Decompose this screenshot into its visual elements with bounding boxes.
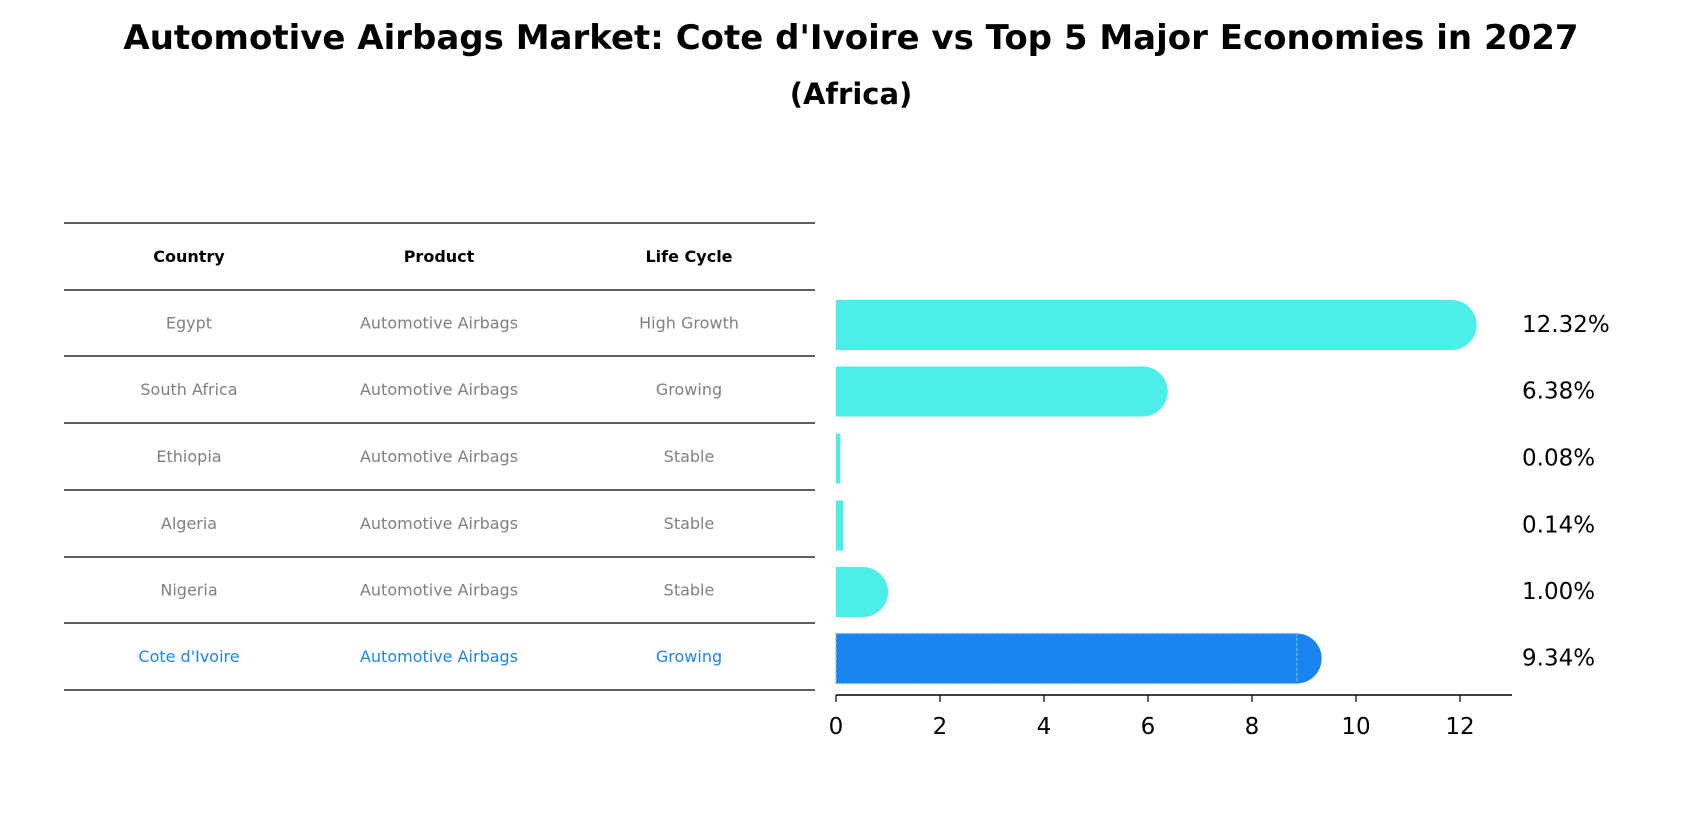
table-cell-country: Nigeria bbox=[160, 581, 217, 600]
bar-value-label: 0.14% bbox=[1522, 513, 1595, 539]
table-cell-country: Algeria bbox=[161, 514, 217, 533]
x-tick-label: 0 bbox=[829, 714, 844, 740]
bar bbox=[836, 433, 841, 484]
table-cell-life-cycle: Growing bbox=[656, 647, 722, 666]
table-cell-product: Automotive Airbags bbox=[360, 447, 518, 466]
x-tick-label: 12 bbox=[1445, 714, 1474, 740]
x-tick-label: 6 bbox=[1141, 714, 1156, 740]
table-cell-product: Automotive Airbags bbox=[360, 514, 518, 533]
bar bbox=[836, 633, 1322, 684]
chart-title: Automotive Airbags Market: Cote d'Ivoire… bbox=[123, 18, 1579, 58]
x-tick-label: 10 bbox=[1341, 714, 1370, 740]
bar-value-label: 1.00% bbox=[1522, 579, 1595, 605]
table-cell-product: Automotive Airbags bbox=[360, 380, 518, 399]
table-cell-life-cycle: Stable bbox=[664, 581, 715, 600]
table-header-cell: Product bbox=[404, 247, 475, 266]
x-tick-label: 8 bbox=[1245, 714, 1260, 740]
bar-value-label: 0.08% bbox=[1522, 446, 1595, 472]
chart-subtitle: (Africa) bbox=[789, 77, 913, 111]
table-header-cell: Country bbox=[153, 247, 225, 266]
table-cell-country: South Africa bbox=[140, 380, 237, 399]
bar bbox=[836, 300, 1477, 350]
bar bbox=[836, 366, 1168, 417]
x-tick-label: 4 bbox=[1037, 714, 1052, 740]
table-cell-country: Cote d'Ivoire bbox=[138, 647, 239, 666]
table-cell-product: Automotive Airbags bbox=[360, 647, 518, 666]
table-cell-product: Automotive Airbags bbox=[360, 314, 518, 333]
bar-value-label: 9.34% bbox=[1522, 646, 1595, 672]
table-cell-country: Ethiopia bbox=[156, 447, 221, 466]
bar bbox=[836, 567, 888, 617]
table-header-cell: Life Cycle bbox=[645, 247, 732, 266]
table-cell-life-cycle: High Growth bbox=[639, 314, 739, 333]
table-cell-life-cycle: Stable bbox=[664, 514, 715, 533]
table-cell-life-cycle: Stable bbox=[664, 447, 715, 466]
bar bbox=[836, 500, 844, 551]
table-cell-life-cycle: Growing bbox=[656, 380, 722, 399]
table-cell-product: Automotive Airbags bbox=[360, 581, 518, 600]
x-tick-label: 2 bbox=[933, 714, 948, 740]
bar-value-label: 6.38% bbox=[1522, 379, 1595, 405]
table-cell-country: Egypt bbox=[166, 314, 212, 333]
bar-value-label: 12.32% bbox=[1522, 312, 1610, 338]
bar-highlight-outline bbox=[835, 632, 1298, 685]
